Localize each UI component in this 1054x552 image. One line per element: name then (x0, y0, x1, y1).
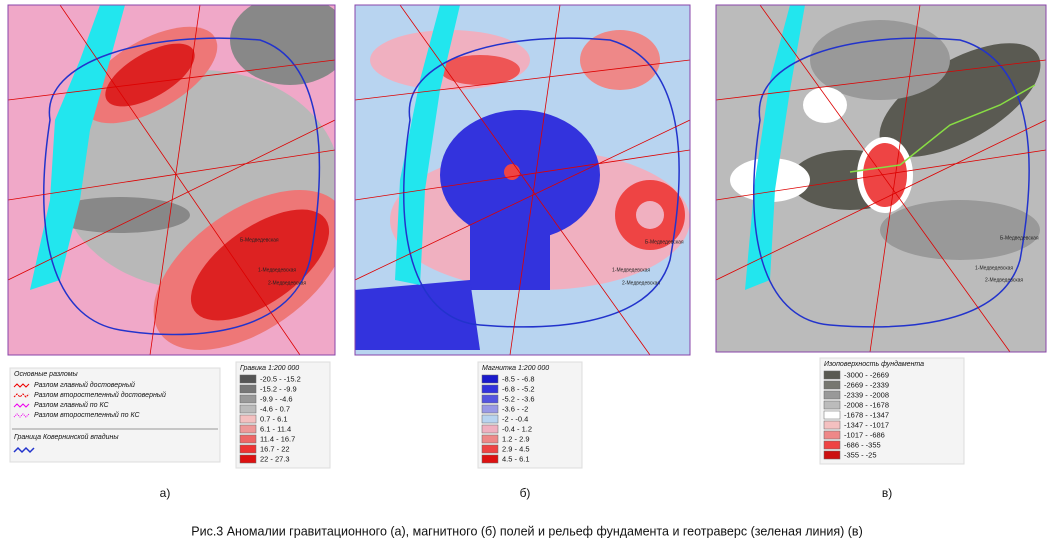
legend-swatch (239, 384, 257, 394)
legend-label: 22 - 27.3 (260, 454, 290, 463)
legend-swatch (823, 380, 841, 390)
legend-swatch (823, 420, 841, 430)
legend-swatch (481, 394, 499, 404)
legend-swatch (823, 410, 841, 420)
legend-item: Разлом второстепенный достоверный (34, 391, 166, 399)
legend-label: -1017 - -686 (844, 430, 885, 439)
legend-label: 4.5 - 6.1 (502, 454, 530, 463)
place-label: 1-Медведевская (258, 267, 296, 273)
legend-swatch (239, 434, 257, 444)
legend-label: -1347 - -1017 (844, 420, 889, 429)
legend-label: -686 - -355 (844, 440, 881, 449)
panel-label: в) (882, 486, 892, 500)
legend-swatch (239, 444, 257, 454)
panel-label: б) (520, 486, 531, 500)
place-label: 1-Медведевская (975, 265, 1013, 271)
value-legends: Гравика 1:200 000 -20.5 - -15.2-15.2 - -9… (235, 357, 965, 469)
legend-label: -0.4 - 1.2 (502, 424, 532, 433)
legend-label: -4.6 - 0.7 (260, 404, 290, 413)
legend-item: Разлом главный по КС (34, 401, 110, 409)
legend-label: -2669 - -2339 (844, 380, 889, 389)
legend-swatch (481, 404, 499, 414)
legend-title: Магнитка 1:200 000 (482, 365, 549, 372)
legend-label: -355 - -25 (844, 450, 877, 459)
legend-box (819, 357, 965, 465)
legend-swatch (239, 374, 257, 384)
legend-swatch (823, 440, 841, 450)
map-magnetic (355, 5, 690, 355)
legend-label: -3.6 - -2 (502, 404, 528, 413)
legend-swatch (239, 404, 257, 414)
place-label: 2-Медведевская (268, 280, 306, 286)
legend-title: Изоповерхность фундамента (824, 360, 924, 368)
legend-label: -9.9 - -4.6 (260, 394, 293, 403)
legend-label: 0.7 - 6.1 (260, 414, 288, 423)
legend-label: -2339 - -2008 (844, 390, 889, 399)
legend-label: 6.1 - 11.4 (260, 424, 291, 433)
legend-swatch (823, 400, 841, 410)
legend-item: Граница Ковернинской впадины (14, 433, 119, 441)
legend-swatch (823, 390, 841, 400)
legend-label: -1678 - -1347 (844, 410, 889, 419)
legend-swatch (823, 450, 841, 460)
legend-swatch (239, 394, 257, 404)
legend-label: -2 - -0.4 (502, 414, 528, 423)
caption: Рис.3 Аномалии гравитационного (а), магн… (191, 524, 862, 538)
place-label: Б-Медведевская (645, 239, 684, 245)
panel-label: а) (160, 486, 171, 500)
legend-swatch (481, 424, 499, 434)
place-label: 2-Медведевская (622, 280, 660, 286)
legend-swatch (481, 444, 499, 454)
legend-swatch (481, 434, 499, 444)
legend-label: 1.2 - 2.9 (502, 434, 530, 443)
legend-label: 16.7 - 22 (260, 444, 290, 453)
legend-label: -2008 - -1678 (844, 400, 889, 409)
legend-swatch (481, 374, 499, 384)
place-label: 1-Медведевская (612, 267, 650, 273)
legend-label: -15.2 - -9.9 (260, 384, 297, 393)
legend-item: Разлом второстепенный по КС (34, 411, 140, 419)
legend-label: -6.8 - -5.2 (502, 384, 535, 393)
legend-swatch (823, 430, 841, 440)
legend-title: Основные разломы (14, 371, 79, 378)
map-basement (716, 5, 1046, 352)
legend-swatch (481, 454, 499, 464)
legend-item: Разлом главный достоверный (34, 381, 135, 389)
legend-swatch (239, 454, 257, 464)
faults-legend: Основные разломы Разлом главный достовер… (9, 367, 221, 463)
legend-title: Гравика 1:200 000 (240, 365, 299, 372)
legend-swatch (481, 414, 499, 424)
legend-swatch (481, 384, 499, 394)
legend-swatch (239, 424, 257, 434)
legend-label: -3000 - -2669 (844, 370, 889, 379)
legend-label: 11.4 - 16.7 (260, 434, 295, 443)
legend-swatch (823, 370, 841, 380)
legend-label: -20.5 - -15.2 (260, 374, 301, 383)
legend-swatch (239, 414, 257, 424)
place-label: Б-Медведевская (1000, 235, 1039, 241)
place-label: 2-Медведевская (985, 277, 1023, 283)
map-gravity (8, 5, 335, 355)
legend-label: -5.2 - -3.6 (502, 394, 535, 403)
place-label: Б-Медведевская (240, 237, 279, 243)
legend-label: 2.9 - 4.5 (502, 444, 530, 453)
legend-label: -8.5 - -6.8 (502, 374, 535, 383)
